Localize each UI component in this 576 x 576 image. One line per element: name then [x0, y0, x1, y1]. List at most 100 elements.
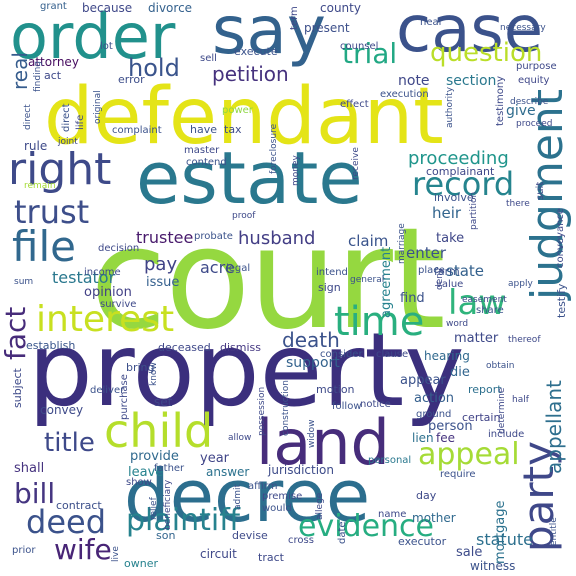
word-execute: execute [234, 45, 278, 58]
word-direct-2: direct [23, 104, 33, 130]
word-matter: matter [454, 331, 499, 346]
word-allow: allow [228, 433, 252, 443]
word-appear: appear [400, 373, 446, 388]
word-direct: direct [61, 103, 72, 132]
word-give: give [506, 103, 536, 119]
word-deceased: deceased [158, 341, 211, 354]
word-know: know [149, 362, 159, 386]
word-involve: involve [434, 191, 474, 204]
word-set: set [154, 395, 173, 409]
word-conveyance: conveyance [555, 207, 566, 268]
word-devise: devise [232, 529, 268, 542]
word-sale: sale [456, 545, 483, 560]
word-testimony: testimony [495, 75, 506, 126]
word-general: general [350, 275, 385, 285]
word-leave: leave [128, 465, 164, 480]
word-beneficiary: beneficiary [163, 479, 173, 530]
word-contend: contend [186, 157, 227, 168]
word-property: property [28, 311, 465, 430]
word-title: title [44, 428, 95, 458]
word-interest: interest [36, 299, 175, 340]
word-motion: motion [316, 383, 355, 396]
word-purpose: purpose [516, 61, 557, 72]
word-would: would [262, 503, 292, 514]
word-appellant: appellant [542, 380, 566, 474]
word-legal: legal [226, 263, 251, 274]
word-term: term [289, 6, 300, 30]
word-master: master [184, 145, 220, 156]
word-tax: tax [224, 123, 242, 136]
word-admit: admit [233, 483, 243, 510]
word-dismiss: dismiss [220, 341, 262, 354]
word-proceed: proceed [516, 119, 553, 129]
word-day: day [416, 489, 437, 502]
word-marriage: marriage [397, 223, 407, 264]
word-hearing: hearing [424, 349, 470, 363]
word-have: have [190, 123, 217, 136]
word-acre: acre [200, 258, 235, 277]
word-court: court [90, 198, 446, 361]
word-finding: finding [33, 60, 43, 92]
word-right: right [8, 144, 112, 195]
word-law: law [448, 283, 507, 323]
word-execution: execution [380, 89, 429, 100]
word-jurisdiction: jurisdiction [268, 463, 334, 477]
word-person: person [428, 419, 473, 434]
word-construction: construction [281, 380, 291, 436]
word-complaint: complaint [112, 125, 162, 136]
word-land: land [256, 406, 390, 479]
word-obtain: obtain [486, 361, 515, 371]
word-possession: possession [257, 386, 267, 436]
word-affirm: affirm [248, 481, 278, 492]
word-note: note [398, 73, 430, 89]
word-provide: provide [130, 449, 179, 464]
word-child: child [104, 404, 214, 458]
word-original: original [93, 90, 103, 124]
word-estate: estate [136, 136, 363, 220]
word-hear: hear [420, 17, 443, 28]
word-trust: trust [14, 193, 90, 231]
word-power: power [222, 105, 253, 116]
word-equity: equity [518, 75, 550, 86]
word-present: present [304, 21, 350, 35]
word-error: error [118, 73, 145, 86]
word-section: section [446, 73, 497, 89]
word-lot: lot [100, 41, 113, 52]
word-effect: effect [340, 99, 369, 110]
word-support: support [286, 355, 340, 371]
word-certain: certain [462, 411, 501, 424]
word-place: place [418, 265, 445, 276]
word-find: find [400, 291, 425, 306]
word-witness: witness [470, 559, 516, 573]
word-testator: testator [52, 268, 116, 287]
word-date: date [337, 521, 348, 544]
word-year: year [200, 451, 230, 466]
word-partition: partition [469, 191, 479, 230]
word-say: say [212, 0, 326, 69]
word-easement: easement [462, 295, 507, 305]
word-clause: clause [376, 349, 409, 360]
word-relief: relief [149, 497, 159, 520]
word-name: name [378, 509, 407, 520]
word-shall: shall [14, 461, 45, 476]
word-answer: answer [206, 465, 250, 479]
word-deed: deed [26, 503, 106, 541]
word-defendant: defendant [44, 72, 444, 162]
word-suit: suit [535, 181, 546, 200]
word-circuit: circuit [200, 547, 237, 561]
word-county: county [320, 1, 361, 15]
word-order: order [10, 0, 176, 73]
word-act: act [44, 69, 62, 82]
word-share: share [476, 305, 504, 316]
word-file: file [12, 222, 76, 271]
word-statute: statute [476, 530, 533, 549]
word-heir: heir [432, 204, 462, 222]
word-necessary: necessary [500, 23, 546, 33]
word-trustee: trustee [136, 228, 194, 247]
word-bring: bring [126, 361, 155, 374]
word-divorce: divorce [148, 1, 193, 15]
word-show: show [126, 477, 152, 488]
word-decree: decree [124, 454, 371, 538]
word-authority: authority [445, 86, 455, 128]
word-fee: fee [436, 431, 455, 445]
